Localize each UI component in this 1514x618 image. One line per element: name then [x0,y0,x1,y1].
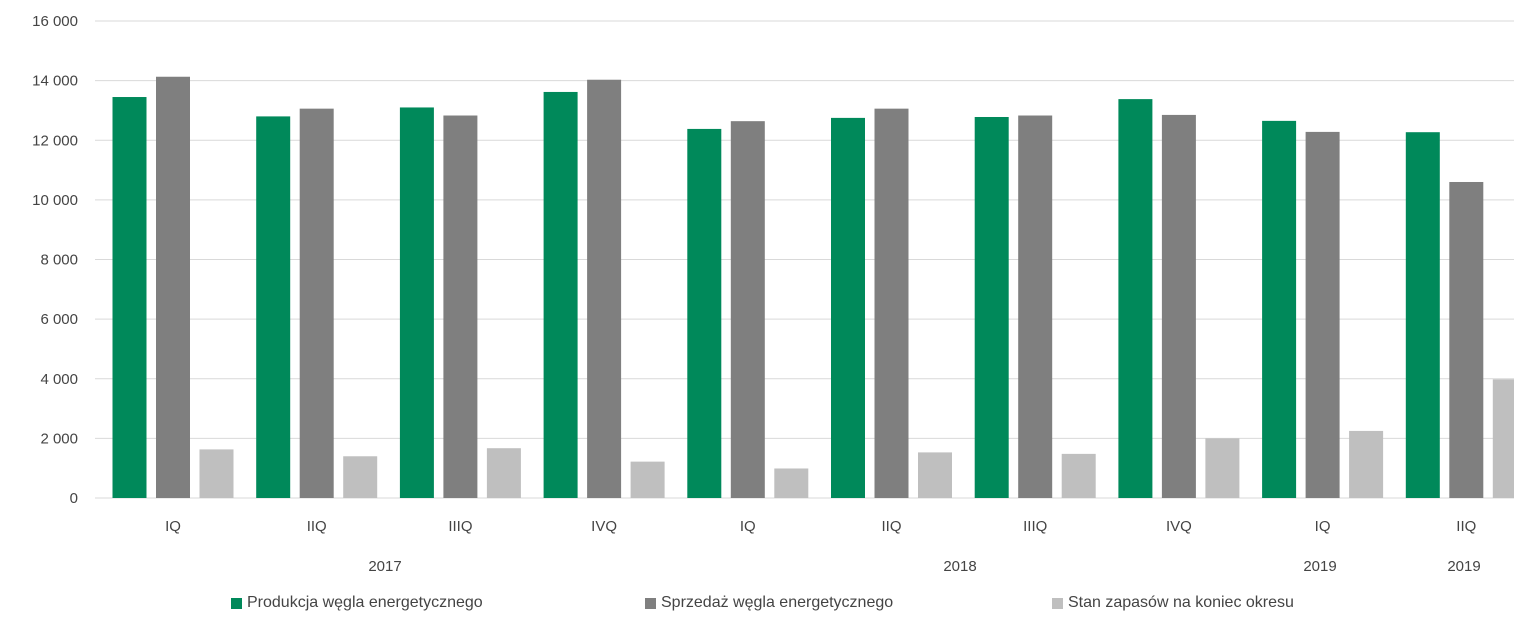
bar-stan-zapasow [343,456,378,498]
bar-sprzedaz [156,76,190,498]
bar-stan-zapasow [774,468,809,498]
bar-produkcja [399,107,434,499]
legend-swatch-produkcja [231,597,242,609]
bar-sprzedaz [587,79,622,498]
legend-swatch-stan-zapasow [1052,597,1063,609]
x-group-label: 2019 [1447,558,1480,575]
bar-produkcja [256,116,291,499]
legend: Produkcja węgla energetycznego Sprzedaż … [0,594,1514,618]
bar-sprzedaz [443,115,478,499]
y-tick-label: 2 000 [40,430,78,447]
y-tick-label: 8 000 [40,252,78,269]
y-tick-label: 10 000 [32,192,78,209]
bar-sprzedaz [299,108,334,499]
bar-stan-zapasow [918,452,952,498]
bar-produkcja [1405,132,1440,498]
bar-stan-zapasow [1061,453,1096,498]
x-tick-label: IQ [1315,518,1331,535]
legend-item-stan-zapasow: Stan zapasów na koniec okresu [1052,594,1294,612]
y-tick-label: 4 000 [40,371,78,388]
bar-stan-zapasow [1492,379,1514,498]
legend-label-stan-zapasow: Stan zapasów na koniec okresu [1068,594,1294,611]
bar-chart: 0 2 000 4 000 6 000 8 000 10 000 12 000 14 000 1… [32,13,1514,575]
bar-stan-zapasow [1349,430,1384,498]
x-tick-label: IIIQ [1023,518,1047,535]
y-tick-label: 0 [70,490,78,507]
bar-sprzedaz [1449,181,1484,499]
legend-label-produkcja: Produkcja węgla energetycznego [247,594,483,611]
bar-sprzedaz [1161,114,1196,499]
x-tick-label: IIQ [1456,518,1476,535]
y-tick-label: 14 000 [32,73,78,90]
bar-produkcja [543,91,578,499]
bar-produkcja [974,116,1009,498]
x-tick-label: IIQ [307,518,327,535]
y-tick-label: 6 000 [40,311,78,328]
bar-produkcja [112,97,147,498]
y-tick-label: 12 000 [32,132,78,149]
bar-sprzedaz [1018,115,1053,499]
x-group-label: 2019 [1303,558,1336,575]
x-tick-label: IQ [165,518,181,535]
bar-sprzedaz [730,121,765,499]
bar-stan-zapasow [199,449,234,498]
y-tick-label: 16 000 [32,13,78,30]
x-tick-label: IVQ [591,518,617,535]
legend-item-sprzedaz: Sprzedaż węgla energetycznego [645,594,893,612]
bar-stan-zapasow [630,461,665,498]
legend-label-sprzedaz: Sprzedaż węgla energetycznego [661,594,894,611]
bar-stan-zapasow [1205,438,1240,498]
x-tick-label: IIIQ [448,518,472,535]
x-group-label: 2017 [368,558,401,575]
bar-produkcja [1118,99,1153,498]
bar-produkcja [831,117,865,498]
x-tick-label: IQ [740,518,756,535]
bar-stan-zapasow [486,448,521,498]
legend-swatch-sprzedaz [645,597,656,609]
bar-sprzedaz [1305,131,1340,498]
bar-produkcja [1262,120,1297,498]
bar-sprzedaz [874,108,909,499]
x-tick-label: IIQ [881,518,901,535]
x-group-label: 2018 [943,558,976,575]
x-tick-label: IVQ [1166,518,1192,535]
legend-item-produkcja: Produkcja węgla energetycznego [231,594,483,612]
bar-produkcja [687,128,722,498]
